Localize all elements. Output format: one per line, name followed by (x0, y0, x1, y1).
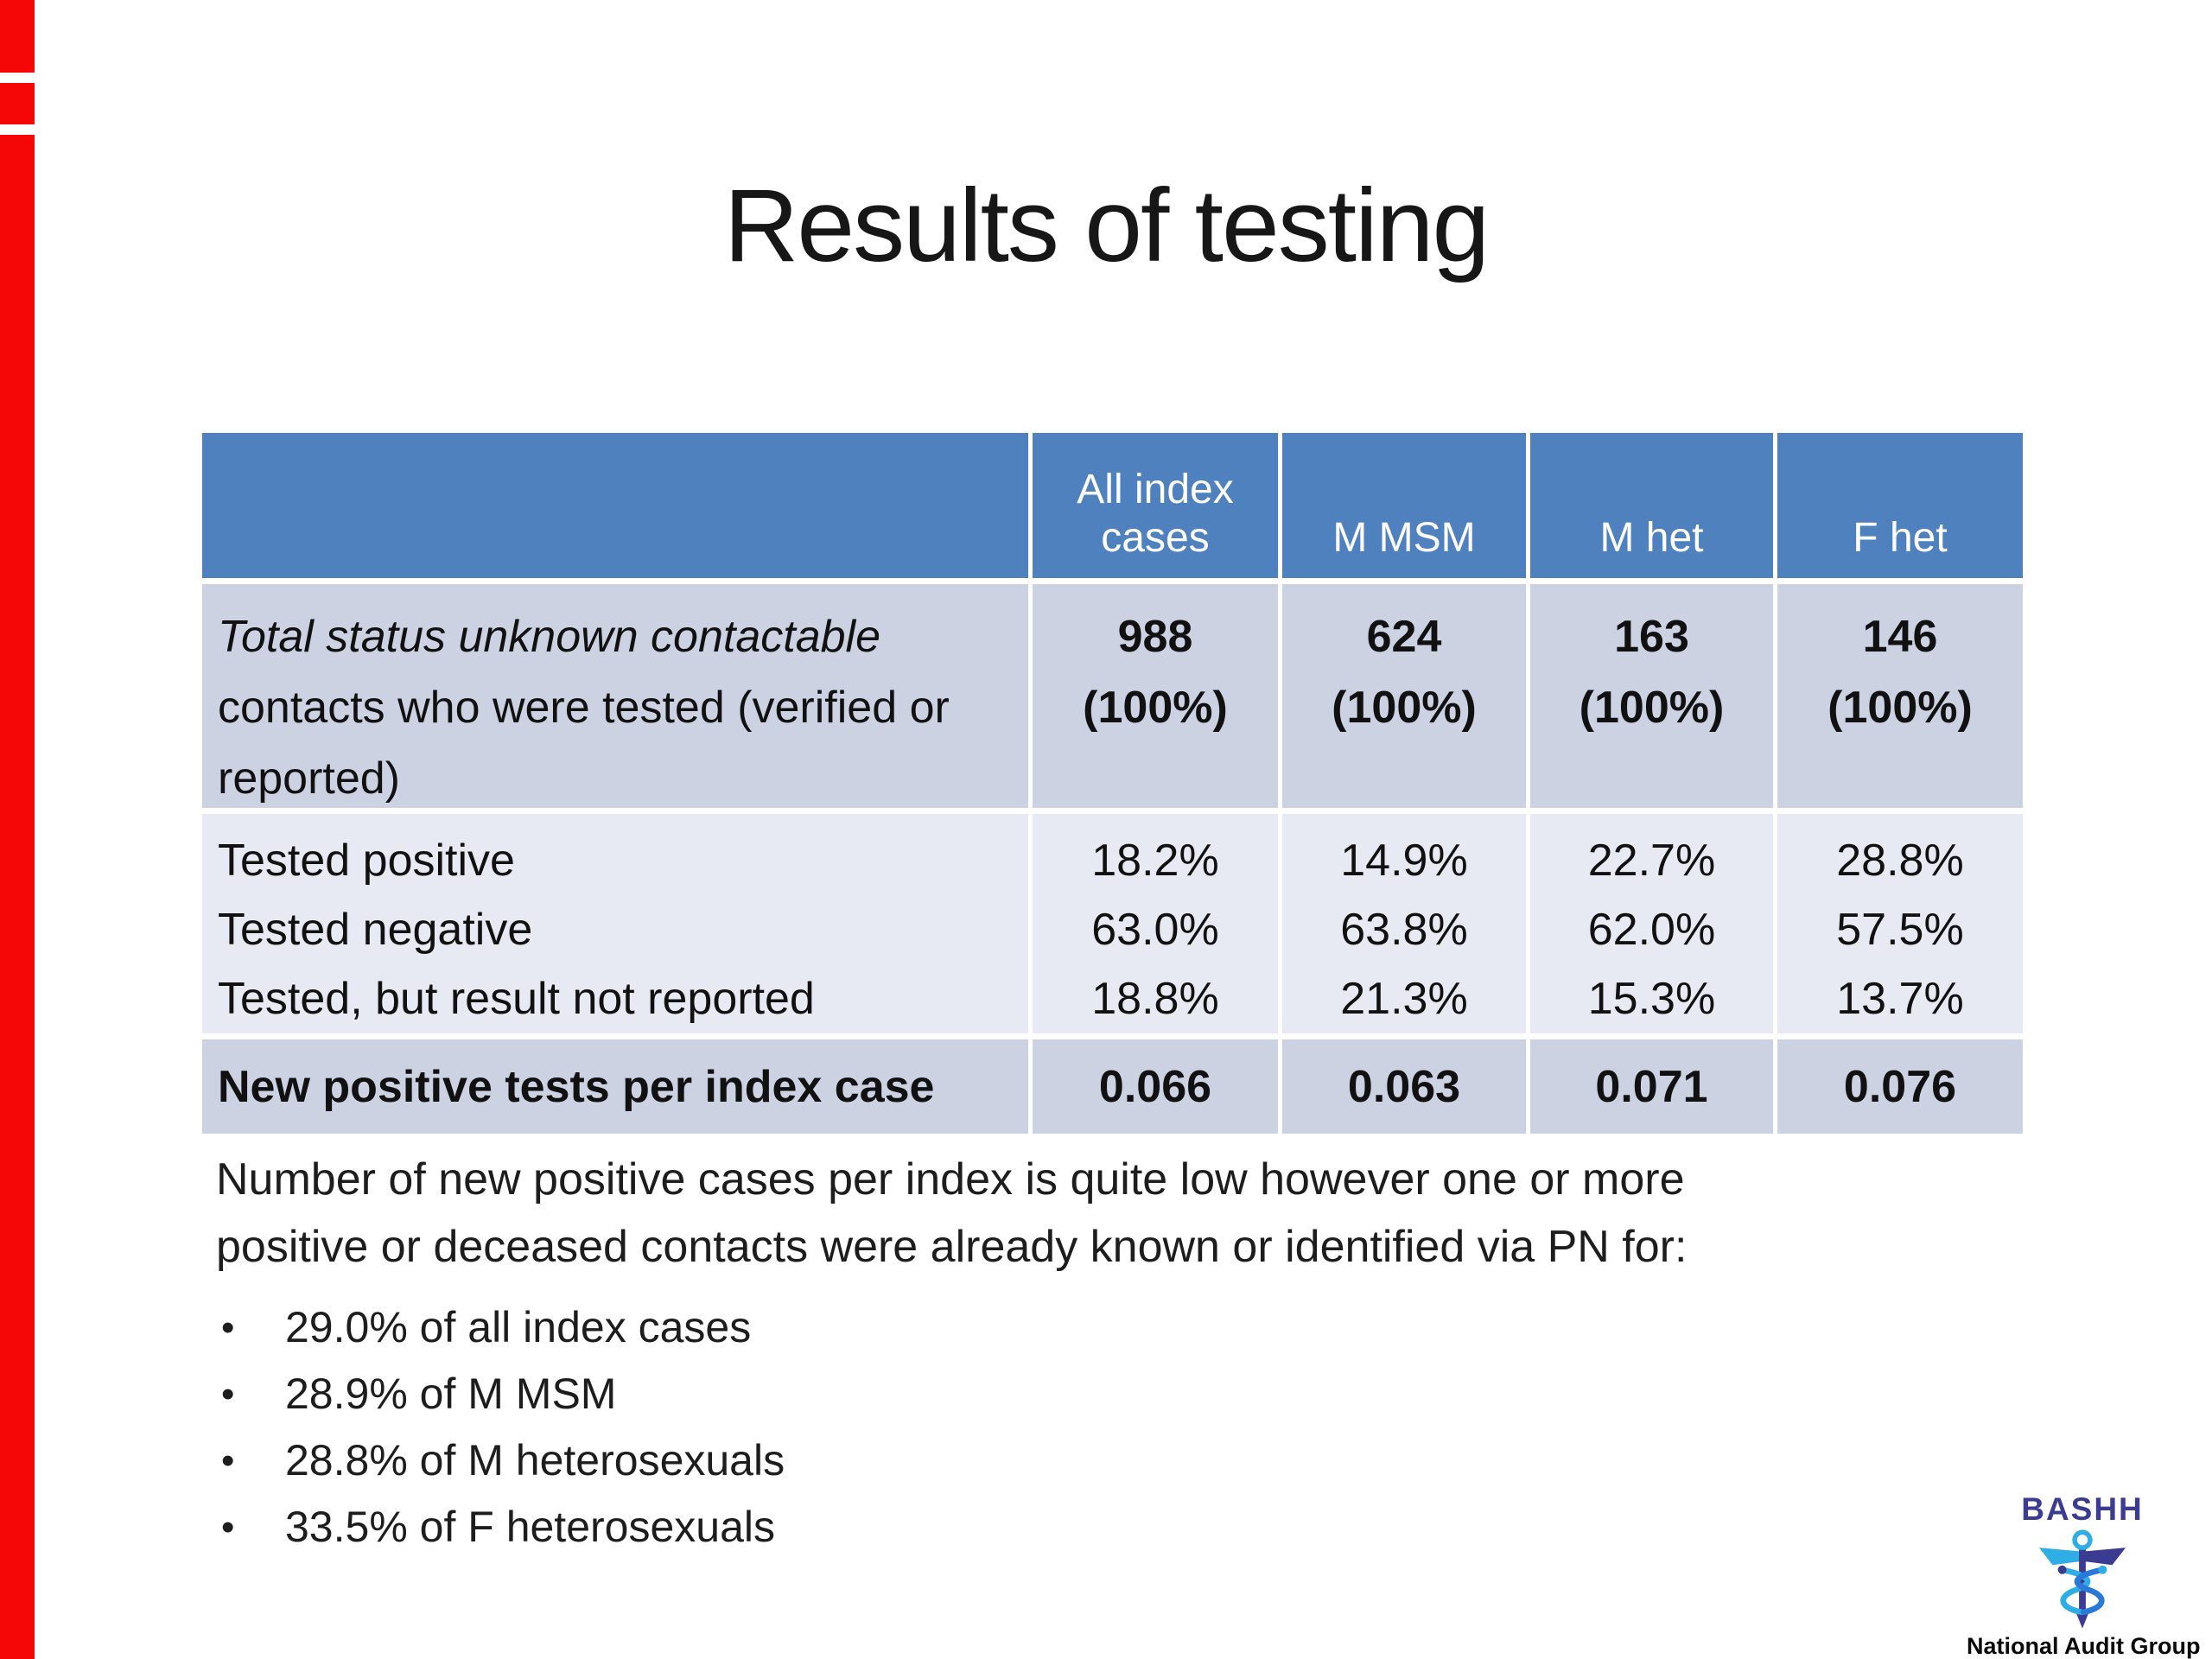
page-title: Results of testing (723, 168, 1490, 283)
table-header-all-index: All index cases (1033, 433, 1278, 578)
value-percent: 18.8% (1091, 974, 1219, 1024)
value-percent: 63.0% (1091, 905, 1219, 955)
notes-line: positive or deceased contacts were alrea… (216, 1222, 1688, 1272)
table-cell-tested-fhet: 28.8% 57.5% 13.7% (1777, 814, 2023, 1033)
bullet-icon: • (221, 1440, 235, 1482)
table-header-m-het: M het (1530, 433, 1773, 578)
row-newpos-label: New positive tests per index case (202, 1039, 1028, 1134)
value-percent: (100%) (1827, 683, 1973, 733)
bashh-logo: BASHH National Audit Group (1967, 1491, 2200, 1659)
accent-bar-notch (0, 124, 35, 135)
notes-line: Number of new positive cases per index i… (216, 1154, 1685, 1205)
value-percent: 22.7% (1587, 836, 1716, 886)
list-item: • 28.9% of M MSM (221, 1361, 785, 1427)
value-percent: 57.5% (1836, 905, 1964, 955)
value-percent: 28.8% (1836, 836, 1964, 886)
table-cell-total-all: 988 (100%) (1033, 584, 1278, 808)
value-percent: 15.3% (1587, 974, 1716, 1024)
table-cell-tested-mhet: 22.7% 62.0% 15.3% (1530, 814, 1773, 1033)
value-count: 624 (1366, 612, 1442, 662)
table-cell-tested-all: 18.2% 63.0% 18.8% (1033, 814, 1278, 1033)
list-item: 33.5% of F heterosexuals•33.5% of F hete… (221, 1494, 785, 1560)
value-percent: 63.8% (1340, 905, 1468, 955)
bullet-list: • 29.0% of all index cases • 28.9% of M MS… (221, 1294, 785, 1560)
caduceus-icon (2038, 1529, 2126, 1629)
row-total-label-italic: Total status unknown contactable (218, 612, 881, 662)
row-label: Tested negative (218, 905, 533, 955)
national-audit-group-text: National Audit Group (1967, 1633, 2201, 1659)
value-count: 988 (1117, 612, 1193, 662)
value-percent: (100%) (1083, 683, 1228, 733)
table-cell-newpos-msm: 0.063 (1282, 1039, 1526, 1134)
bullet-text: 28.9% of M MSM (285, 1370, 617, 1418)
table-header-empty (202, 433, 1028, 578)
notes-paragraph: Number of new positive cases per index i… (216, 1146, 1687, 1281)
value-percent: 18.2% (1091, 836, 1219, 886)
row-total-label: Total status unknown contactable contact… (202, 584, 1028, 808)
table-cell-tested-msm: 14.9% 63.8% 21.3% (1282, 814, 1526, 1033)
list-item: • 28.8% of M heterosexuals (221, 1427, 785, 1494)
bullet-icon: • (221, 1506, 235, 1548)
row-label: Tested, but result not reported (218, 974, 815, 1024)
value-count: 163 (1614, 612, 1689, 662)
bashh-logo-text: BASHH (2021, 1491, 2144, 1527)
table-cell-newpos-all: 0.066 (1033, 1039, 1278, 1134)
bullet-text: 28.8% of M heterosexuals (285, 1436, 785, 1484)
value-percent: (100%) (1332, 683, 1477, 733)
value-percent: 14.9% (1340, 836, 1468, 886)
row-label: Tested positive (218, 836, 515, 886)
list-item: • 29.0% of all index cases (221, 1294, 785, 1361)
table-header-f-het: F het (1777, 433, 2023, 578)
table-cell-total-fhet: 146 (100%) (1777, 584, 2023, 808)
value-percent: 13.7% (1836, 974, 1964, 1024)
value-count: 146 (1862, 612, 1938, 662)
row-tested-labels: Tested positive Tested negative Tested, … (202, 814, 1028, 1033)
table-header-m-msm: M MSM (1282, 433, 1526, 578)
value-percent: 62.0% (1587, 905, 1716, 955)
accent-bar-notch (0, 73, 35, 83)
table-cell-newpos-fhet: 0.076 (1777, 1039, 2023, 1134)
bullet-icon: • (221, 1373, 235, 1415)
table-cell-total-mhet: 163 (100%) (1530, 584, 1773, 808)
bullet-text: 33.5% of F heterosexuals (285, 1503, 775, 1551)
bullet-icon: • (221, 1306, 235, 1349)
red-accent-bar (0, 0, 35, 1659)
value-percent: 21.3% (1340, 974, 1468, 1024)
results-table: All index cases M MSM M het F het Total … (202, 433, 2023, 1134)
bullet-text: 29.0% of all index cases (285, 1303, 752, 1351)
row-total-label-rest: contacts who were tested (verified or re… (218, 683, 950, 804)
table-cell-newpos-mhet: 0.071 (1530, 1039, 1773, 1134)
table-cell-total-msm: 624 (100%) (1282, 584, 1526, 808)
value-percent: (100%) (1579, 683, 1725, 733)
